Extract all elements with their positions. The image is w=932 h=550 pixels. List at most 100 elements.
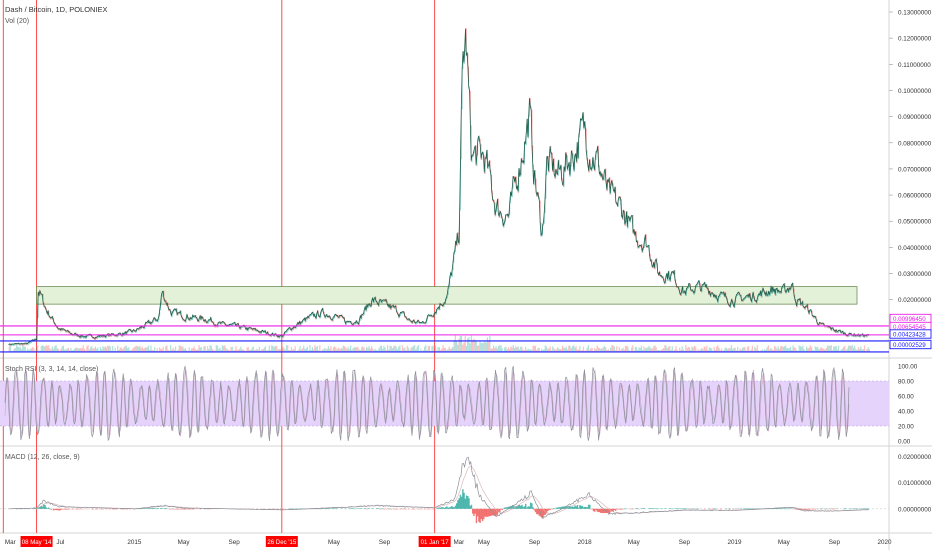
volume-bar xyxy=(863,345,866,352)
macd-histogram-bar xyxy=(165,507,167,509)
volume-bar xyxy=(706,345,708,352)
volume-bar xyxy=(398,346,400,352)
volume-bar xyxy=(766,347,768,352)
volume-bar xyxy=(160,348,162,352)
volume-bar xyxy=(709,347,712,352)
volume-bar xyxy=(508,349,511,352)
macd-histogram-bar xyxy=(754,508,756,510)
macd-histogram-bar xyxy=(44,505,46,509)
volume-bar xyxy=(841,348,843,352)
macd-histogram-bar xyxy=(587,504,590,509)
volume-bar xyxy=(274,346,277,352)
macd-histogram-bar xyxy=(34,508,36,510)
macd-histogram-bar xyxy=(36,508,39,509)
macd-histogram-bar xyxy=(547,508,549,512)
volume-bar xyxy=(426,350,428,352)
volume-bar xyxy=(643,346,645,352)
volume-bar xyxy=(283,348,285,352)
macd-histogram-bar xyxy=(554,508,556,510)
macd-histogram-bar xyxy=(538,508,540,516)
macd-histogram-bar xyxy=(619,508,622,510)
macd-histogram-bar xyxy=(262,508,264,510)
macd-histogram-bar xyxy=(814,508,817,510)
volume-bars xyxy=(8,335,871,352)
macd-histogram-bar xyxy=(626,508,628,510)
macd-histogram-bar xyxy=(71,508,73,510)
macd-histogram-bar xyxy=(375,508,378,509)
macd-histogram-bar xyxy=(467,496,469,509)
macd-histogram-bar xyxy=(187,508,189,510)
volume-bar xyxy=(368,345,370,352)
volume-bar xyxy=(35,347,37,352)
macd-histogram-bar xyxy=(289,508,292,510)
macd-histogram-bar xyxy=(755,508,757,510)
volume-bar xyxy=(29,349,31,352)
macd-histogram-bar xyxy=(854,508,856,510)
macd-histogram-bar xyxy=(331,508,333,509)
macd-histogram-bar xyxy=(363,508,365,509)
macd-histogram-bar xyxy=(810,508,813,510)
macd-layer xyxy=(0,456,889,524)
volume-bar xyxy=(543,349,545,352)
macd-histogram-bar xyxy=(796,508,798,510)
volume-bar xyxy=(207,346,209,352)
time-tick-label: Jul xyxy=(56,539,64,546)
volume-bar xyxy=(590,348,592,352)
axis-layer: 0.13000000 0.12000000 0.11000000 0.10000000… xyxy=(5,10,932,547)
macd-histogram-bar xyxy=(488,508,490,517)
time-tick-label: Sep xyxy=(679,539,691,546)
volume-bar xyxy=(836,349,839,352)
macd-histogram-bar xyxy=(674,508,676,509)
macd-histogram-bar xyxy=(320,508,322,510)
macd-histogram-bar xyxy=(160,508,162,509)
macd-histogram-bar xyxy=(368,508,370,509)
macd-histogram-bar xyxy=(269,508,272,510)
macd-histogram-bar xyxy=(357,508,359,509)
macd-histogram-bar xyxy=(115,508,118,510)
volume-bar xyxy=(446,350,448,352)
volume-bar xyxy=(653,346,655,352)
macd-histogram-bar xyxy=(430,508,432,510)
volume-bar xyxy=(287,345,289,352)
macd-histogram-bar xyxy=(321,508,324,509)
volume-bar xyxy=(622,347,624,352)
macd-histogram-bar xyxy=(142,508,145,509)
volume-bar xyxy=(194,348,196,352)
macd-histogram-bar xyxy=(566,506,569,509)
volume-bar xyxy=(844,345,846,352)
volume-bar xyxy=(603,345,606,352)
macd-histogram-bar xyxy=(729,508,732,510)
stoch-rsi-tick-label: 100.00 xyxy=(898,364,918,371)
macd-histogram-bar xyxy=(417,508,420,510)
volume-bar xyxy=(534,345,537,352)
macd-histogram-bar xyxy=(69,508,71,510)
macd-histogram-bar xyxy=(849,508,851,510)
volume-bar xyxy=(298,349,300,352)
volume-bar xyxy=(27,348,29,352)
volume-bar xyxy=(782,347,784,352)
volume-bar xyxy=(555,349,558,352)
macd-histogram-bar xyxy=(502,508,505,509)
volume-bar xyxy=(65,349,67,352)
volume-bar xyxy=(403,348,405,352)
macd-histogram-bar xyxy=(703,508,706,510)
volume-bar xyxy=(199,347,201,352)
volume-bar xyxy=(195,349,198,352)
volume-bar xyxy=(720,348,723,352)
volume-bar xyxy=(854,345,856,352)
volume-bar xyxy=(651,348,654,352)
volume-bar xyxy=(225,348,227,352)
volume-bar xyxy=(208,349,210,352)
macd-histogram-bar xyxy=(161,508,163,509)
volume-bar xyxy=(734,347,736,352)
volume-bar xyxy=(601,348,603,352)
volume-bar xyxy=(133,347,135,352)
volume-bar xyxy=(326,348,328,352)
volume-bar xyxy=(822,348,824,352)
volume-bar xyxy=(293,348,295,352)
macd-histogram-bar xyxy=(454,505,457,509)
volume-bar xyxy=(532,346,534,352)
volume-bar xyxy=(785,345,787,352)
macd-histogram-bar xyxy=(719,508,722,510)
